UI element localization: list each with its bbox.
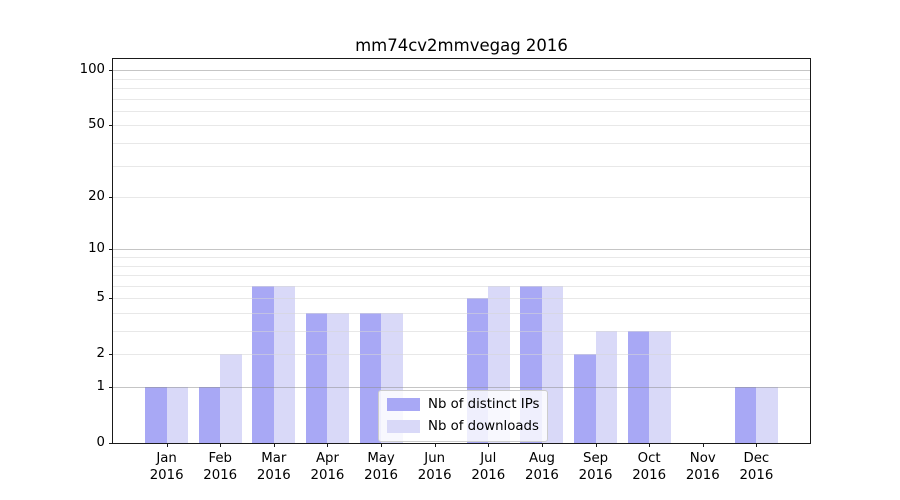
- gridline-major: [113, 249, 810, 251]
- gridline-minor: [113, 331, 810, 332]
- x-axis-tick-label: Sep 2016: [578, 451, 613, 483]
- legend-label-distinct-ips: Nb of distinct IPs: [428, 397, 540, 412]
- legend-swatch-downloads: [387, 420, 420, 433]
- y-axis-tick-label: 1: [96, 379, 105, 394]
- gridline-major: [113, 70, 810, 72]
- bar-distinct-ips: [359, 312, 382, 443]
- legend-swatch-distinct-ips: [387, 398, 420, 411]
- x-tick-mark: [756, 443, 758, 447]
- x-axis-tick-label: Jul 2016: [471, 451, 506, 483]
- bar-distinct-ips: [198, 387, 221, 443]
- y-axis-tick-label: 50: [88, 117, 105, 133]
- x-tick-mark: [649, 443, 651, 447]
- x-axis-tick-label: Dec 2016: [739, 451, 774, 483]
- gridline-minor: [113, 88, 810, 89]
- bar-distinct-ips: [252, 285, 274, 443]
- bar-downloads: [756, 387, 778, 443]
- gridline-minor: [113, 275, 810, 277]
- y-tick-mark: [109, 354, 113, 356]
- gridline-minor: [113, 78, 810, 80]
- gridline-minor: [113, 285, 810, 287]
- gridline-minor: [113, 110, 810, 112]
- bar-distinct-ips: [305, 312, 328, 443]
- gridline-minor: [113, 256, 810, 258]
- chart-title: mm74cv2mmvegag 2016: [355, 36, 568, 55]
- bar-downloads: [595, 331, 618, 443]
- y-tick-mark: [109, 197, 113, 199]
- x-tick-mark: [327, 443, 329, 447]
- y-axis-tick-label: 5: [96, 290, 105, 306]
- bar-distinct-ips: [627, 331, 650, 443]
- legend-label-downloads: Nb of downloads: [428, 419, 539, 434]
- x-tick-mark: [381, 443, 383, 447]
- x-tick-mark: [220, 443, 222, 447]
- x-axis-tick-label: Jun 2016: [417, 451, 452, 483]
- y-tick-mark: [109, 443, 113, 444]
- x-axis-tick-label: Oct 2016: [632, 451, 667, 483]
- x-axis-tick-label: Nov 2016: [685, 451, 720, 483]
- x-axis-tick-label: Aug 2016: [525, 451, 559, 483]
- gridline-minor: [113, 143, 810, 144]
- y-axis-tick-label: 0: [96, 435, 105, 450]
- y-axis-tick-label: 2: [96, 346, 105, 362]
- gridline-minor: [113, 125, 810, 127]
- x-axis-tick-label: Feb 2016: [203, 451, 238, 483]
- bar-downloads: [220, 354, 242, 443]
- x-tick-mark: [273, 443, 275, 447]
- y-tick-mark: [109, 298, 113, 300]
- gridline-minor: [113, 354, 810, 356]
- x-tick-mark: [702, 443, 704, 447]
- bar-distinct-ips: [734, 387, 757, 443]
- bar-downloads: [273, 285, 296, 443]
- gridline-minor: [113, 197, 810, 199]
- gridline-minor: [113, 312, 810, 314]
- legend: Nb of distinct IPs Nb of downloads: [378, 390, 549, 442]
- gridline-major: [113, 387, 810, 388]
- y-tick-mark: [109, 125, 113, 127]
- y-axis-tick-label: 10: [88, 241, 105, 257]
- y-axis-tick-label: 100: [79, 62, 105, 78]
- gridline-minor: [113, 298, 810, 300]
- x-tick-mark: [595, 443, 597, 447]
- x-tick-mark: [541, 443, 543, 447]
- x-tick-mark: [434, 443, 436, 447]
- legend-item-downloads: Nb of downloads: [387, 417, 539, 436]
- bar-distinct-ips: [145, 387, 167, 443]
- plot-area: [112, 58, 811, 444]
- y-tick-mark: [109, 249, 113, 251]
- bar-downloads: [327, 312, 349, 443]
- x-tick-mark: [166, 443, 168, 447]
- gridline-minor: [113, 98, 810, 100]
- y-tick-mark: [109, 387, 113, 388]
- x-axis-tick-label: Mar 2016: [256, 451, 291, 483]
- x-tick-mark: [488, 443, 490, 447]
- y-axis-tick-label: 20: [88, 189, 105, 205]
- gridline-minor: [113, 265, 810, 267]
- bar-distinct-ips: [574, 354, 596, 443]
- bar-downloads: [649, 331, 671, 443]
- legend-item-distinct-ips: Nb of distinct IPs: [387, 395, 539, 414]
- y-tick-mark: [109, 70, 113, 72]
- x-axis-tick-label: May 2016: [364, 451, 398, 483]
- bar-downloads: [166, 387, 189, 443]
- x-axis-tick-label: Jan 2016: [149, 451, 184, 483]
- x-axis-tick-label: Apr 2016: [310, 451, 345, 483]
- gridline-minor: [113, 165, 810, 167]
